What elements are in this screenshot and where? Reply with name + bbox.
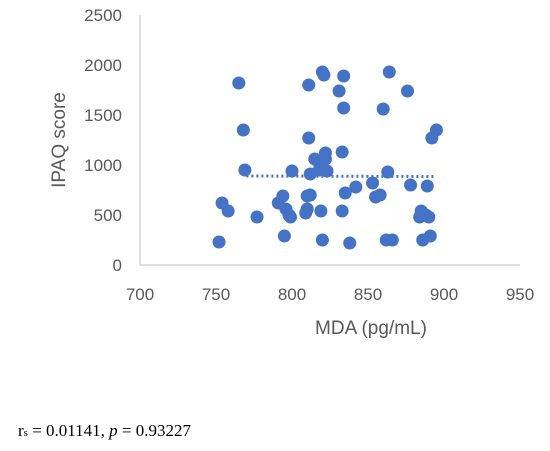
data-point [285, 164, 299, 178]
data-point [366, 176, 380, 190]
data-point [337, 101, 351, 115]
y-tick-labels: 0 500 1000 1500 2000 2500 [84, 6, 122, 275]
data-point [337, 69, 351, 83]
r-value: = 0.01141, [27, 421, 110, 440]
y-tick-label: 2500 [84, 6, 122, 25]
data-point [315, 233, 329, 247]
y-tick-label: 1500 [84, 106, 122, 125]
y-tick-label: 2000 [84, 56, 122, 75]
data-point [221, 204, 235, 218]
data-point [232, 76, 246, 90]
x-tick-label: 900 [430, 285, 458, 304]
data-point [283, 210, 297, 224]
r-symbol: r [18, 421, 24, 440]
data-point [349, 180, 363, 194]
data-point [276, 189, 290, 203]
data-point [238, 163, 252, 177]
p-value: = 0.93227 [117, 421, 192, 440]
data-point [236, 123, 250, 137]
data-point [343, 236, 357, 250]
data-point [420, 179, 434, 193]
y-tick-label: 1000 [84, 156, 122, 175]
data-point [314, 204, 328, 218]
data-point [277, 229, 291, 243]
y-tick-label: 500 [94, 206, 122, 225]
y-tick-label: 0 [113, 256, 122, 275]
data-point [385, 233, 399, 247]
x-tick-labels: 700 750 800 850 900 950 [126, 285, 534, 304]
data-point [303, 188, 317, 202]
x-tick-label: 700 [126, 285, 154, 304]
correlation-stats: rs = 0.01141, p = 0.93227 [18, 421, 191, 441]
data-point [423, 229, 437, 243]
p-symbol: p [109, 421, 118, 440]
data-point [429, 123, 443, 137]
data-point [382, 65, 396, 79]
data-point [302, 78, 316, 92]
data-point [381, 165, 395, 179]
data-point [335, 145, 349, 159]
data-point [373, 188, 387, 202]
x-tick-label: 750 [202, 285, 230, 304]
data-point [300, 202, 314, 216]
data-point [302, 131, 316, 145]
x-tick-label: 850 [354, 285, 382, 304]
data-point [401, 84, 415, 98]
data-point [335, 204, 349, 218]
data-point [250, 210, 264, 224]
trendline [246, 174, 437, 178]
x-tick-label: 800 [278, 285, 306, 304]
y-axis-title: IPAQ score [49, 92, 70, 188]
data-point [422, 210, 436, 224]
x-axis-title: MDA (pg/mL) [315, 318, 427, 339]
data-point [338, 186, 352, 200]
r-subscript: s [23, 427, 28, 439]
data-point [404, 178, 418, 192]
x-tick-label: 950 [506, 285, 534, 304]
data-point [376, 102, 390, 116]
data-point [320, 164, 334, 178]
data-point [318, 152, 332, 166]
data-point [212, 235, 226, 249]
data-point [317, 68, 331, 82]
data-point [332, 84, 346, 98]
data-points [212, 65, 443, 250]
